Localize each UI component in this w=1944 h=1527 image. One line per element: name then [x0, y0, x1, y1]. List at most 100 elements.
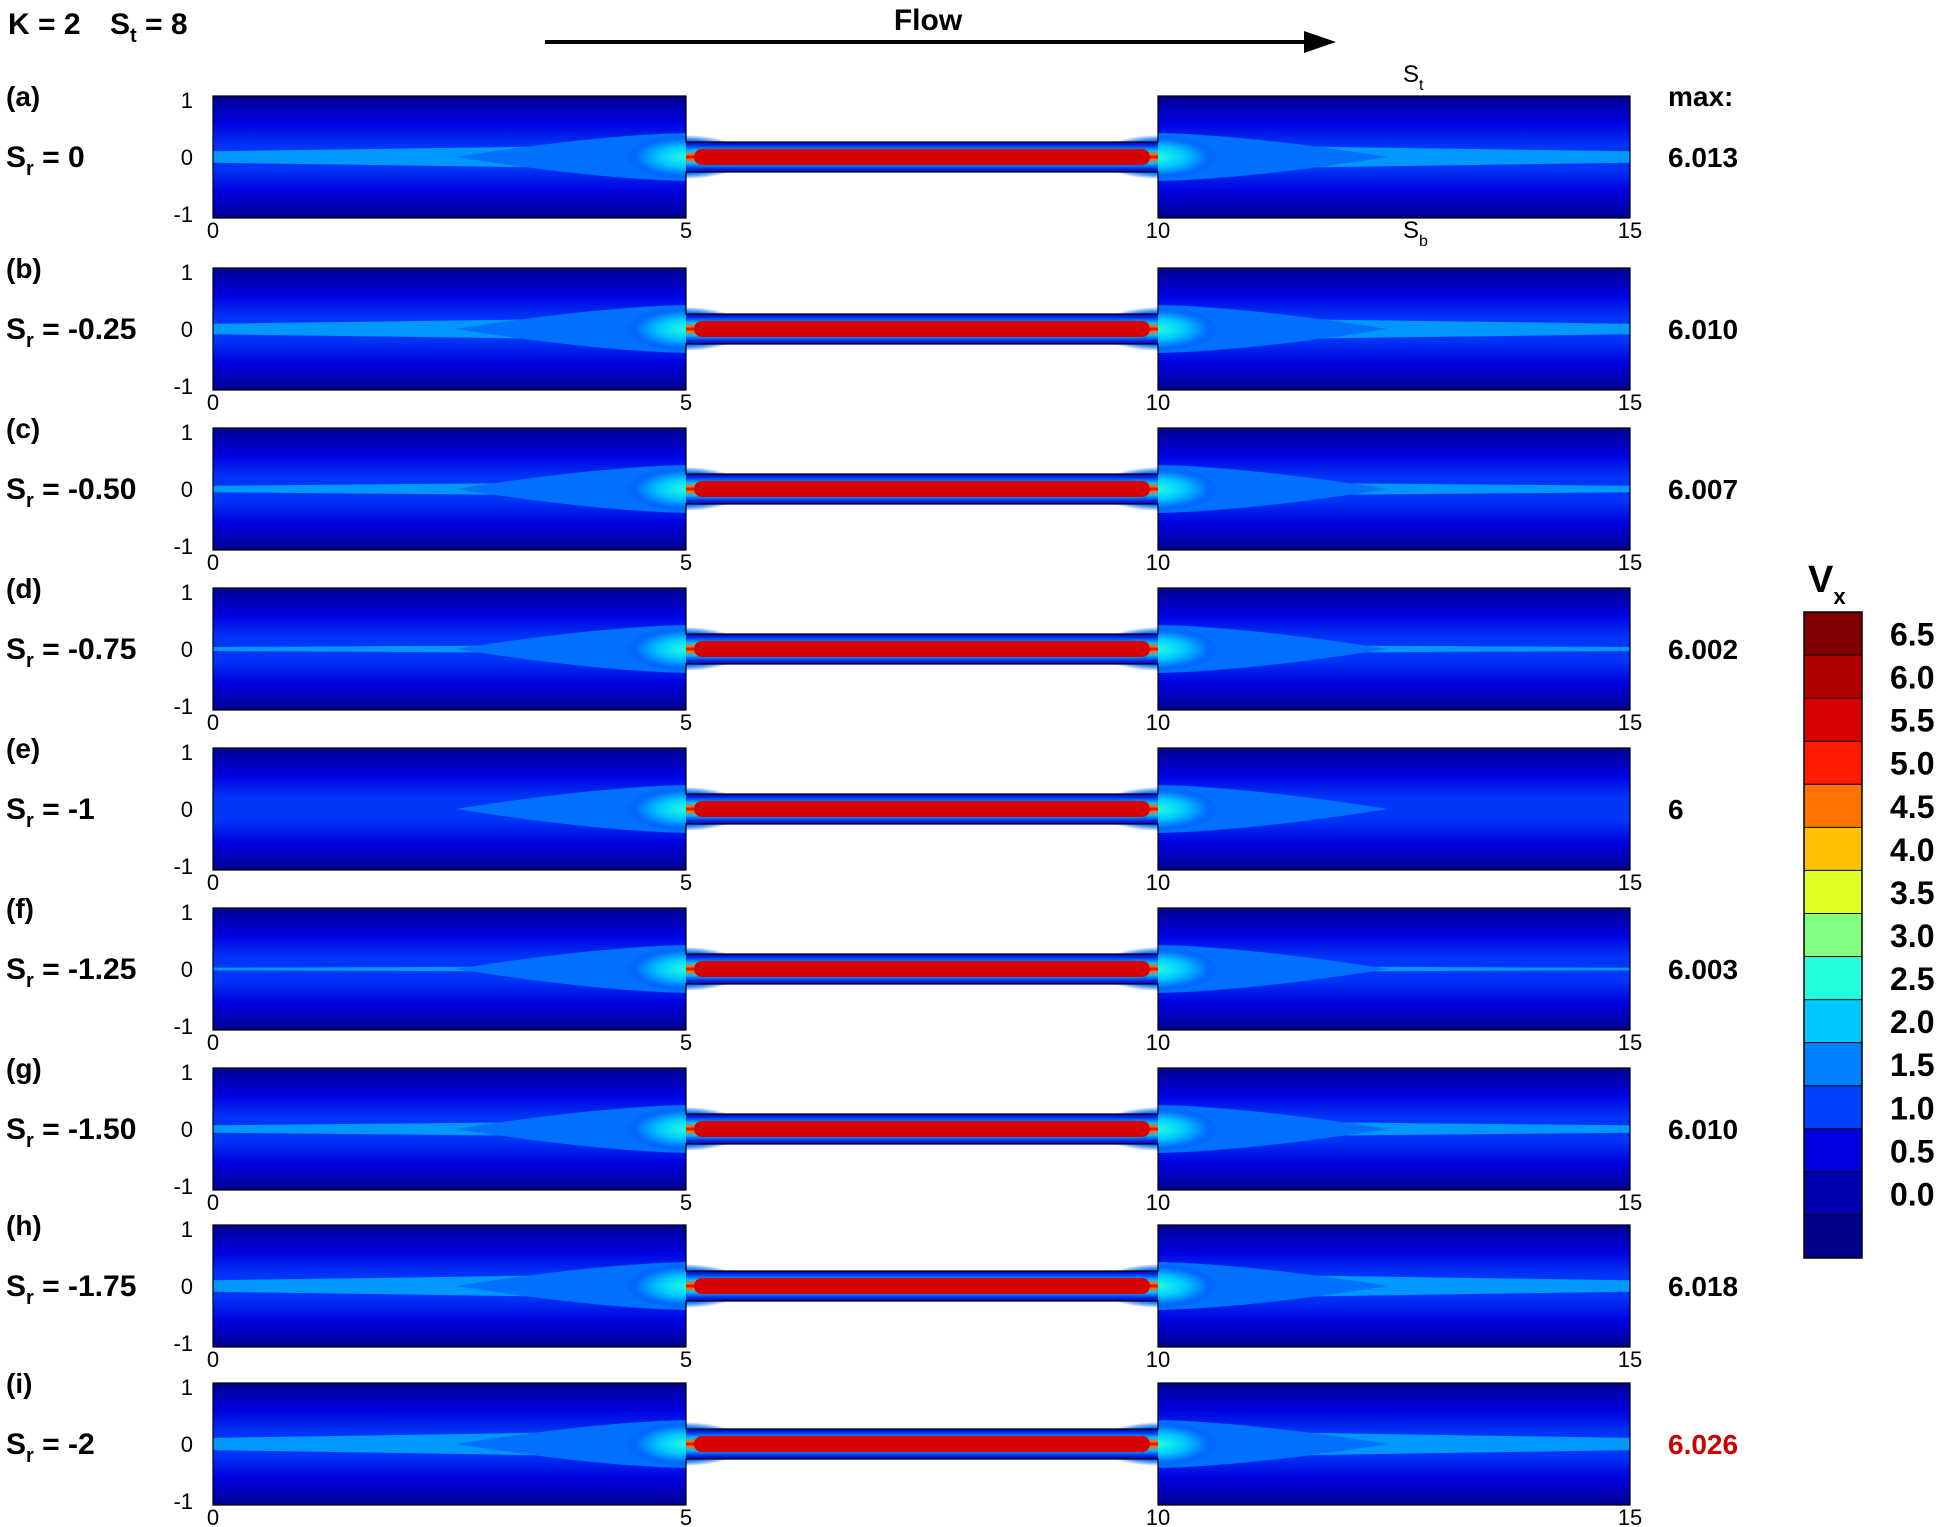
x-tick-label: 5	[680, 1030, 692, 1055]
y-tick-label: 1	[181, 420, 193, 445]
x-tick-label: 15	[1618, 1030, 1642, 1055]
inlet-plume	[456, 133, 686, 181]
y-tick-label: 1	[181, 580, 193, 605]
panel-c: 10-10 5 10 15(c)Sr = -0.50 6.007	[6, 413, 1738, 575]
figure-header: K = 2 St = 8 Flow St max: Sb	[8, 4, 1733, 250]
y-tick-label: 0	[181, 797, 193, 822]
y-tick-label: 0	[181, 637, 193, 662]
panel-letter: (g)	[6, 1053, 42, 1084]
x-tick-label: 5	[680, 1347, 692, 1372]
max-header: max:	[1668, 81, 1733, 112]
panel-a: 10-10 5 10 15(a)Sr = 0 6.013	[6, 81, 1738, 243]
x-tick-label: 10	[1146, 390, 1170, 415]
x-tick-label: 5	[680, 710, 692, 735]
x-tick-label: 5	[680, 550, 692, 575]
colorbar-swatch	[1804, 741, 1862, 785]
sr-label: Sr = 0	[6, 141, 85, 180]
outlet-plume	[1158, 1420, 1388, 1468]
sr-label: Sr = -2	[6, 1428, 95, 1467]
max-value: 6.002	[1668, 634, 1738, 665]
x-tick-label: 0	[207, 1030, 219, 1055]
colorbar-swatch	[1804, 698, 1862, 742]
y-tick-label: -1	[173, 1014, 193, 1039]
sr-label: Sr = -1.75	[6, 1270, 136, 1309]
panel-e: 10-10 5 10 15(e)Sr = -1 6	[6, 733, 1684, 895]
throat-core	[694, 1436, 1150, 1452]
y-tick-label: 1	[181, 900, 193, 925]
inlet-plume	[456, 1420, 686, 1468]
geometry-outline	[212, 95, 1631, 219]
x-tick-label: 0	[207, 1190, 219, 1215]
y-tick-label: 1	[181, 1375, 193, 1400]
inlet-plume	[456, 305, 686, 353]
colorbar-label: 6.5	[1890, 617, 1934, 653]
x-tick-label: 0	[207, 710, 219, 735]
x-tick-label: 5	[680, 218, 692, 243]
x-tick-label: 0	[207, 1347, 219, 1372]
x-tick-label: 10	[1146, 870, 1170, 895]
colorbar-label: 0.5	[1890, 1133, 1934, 1169]
panel-letter: (i)	[6, 1368, 32, 1399]
geometry-outline	[212, 1067, 1631, 1191]
x-tick-label: 5	[680, 870, 692, 895]
throat-core	[694, 1278, 1150, 1294]
colorbar-swatch	[1804, 827, 1862, 871]
x-tick-label: 5	[680, 390, 692, 415]
x-tick-label: 15	[1618, 550, 1642, 575]
x-tick-label: 0	[207, 550, 219, 575]
y-tick-label: 0	[181, 1117, 193, 1142]
geometry-outline	[212, 427, 1631, 551]
inlet-plume	[456, 1105, 686, 1153]
x-tick-label: 10	[1146, 550, 1170, 575]
y-tick-label: 0	[181, 1432, 193, 1457]
bottom-wall-label: Sb	[1403, 217, 1428, 250]
colorbar-label: 1.5	[1890, 1047, 1934, 1083]
throat-core	[694, 481, 1150, 497]
outlet-plume	[1158, 625, 1388, 673]
colorbar-swatch	[1804, 870, 1862, 914]
colorbar-label: 3.5	[1890, 875, 1934, 911]
x-tick-label: 10	[1146, 1347, 1170, 1372]
x-tick-label: 15	[1618, 1190, 1642, 1215]
colorbar-label: 2.5	[1890, 961, 1934, 997]
x-tick-label: 5	[680, 1190, 692, 1215]
y-tick-label: 0	[181, 145, 193, 170]
x-tick-label: 15	[1618, 390, 1642, 415]
st-value-label: St = 8	[110, 8, 188, 47]
x-tick-label: 10	[1146, 1190, 1170, 1215]
y-tick-label: -1	[173, 534, 193, 559]
inlet-plume	[456, 1262, 686, 1310]
flow-label: Flow	[894, 4, 963, 37]
colorbar-label: 1.0	[1890, 1090, 1934, 1126]
colorbar-label: 0.0	[1890, 1176, 1934, 1212]
inlet-plume	[456, 945, 686, 993]
x-tick-label: 15	[1618, 710, 1642, 735]
colorbar-frame	[1803, 611, 1863, 1259]
panel-letter: (d)	[6, 573, 42, 604]
max-value: 6.026	[1668, 1429, 1738, 1460]
panel-letter: (a)	[6, 81, 40, 112]
sr-label: Sr = -1.25	[6, 953, 136, 992]
inlet-plume	[456, 465, 686, 513]
colorbar-swatch	[1804, 612, 1862, 656]
x-tick-label: 10	[1146, 218, 1170, 243]
colorbar-swatch	[1804, 1085, 1862, 1130]
x-tick-label: 15	[1618, 1347, 1642, 1372]
y-tick-label: 1	[181, 1060, 193, 1085]
y-tick-label: 0	[181, 957, 193, 982]
x-tick-label: 15	[1618, 870, 1642, 895]
y-tick-label: 0	[181, 1274, 193, 1299]
x-tick-label: 0	[207, 390, 219, 415]
throat-core	[694, 1121, 1150, 1137]
x-tick-label: 10	[1146, 1505, 1170, 1527]
outlet-plume	[1158, 305, 1388, 353]
x-tick-label: 10	[1146, 710, 1170, 735]
geometry-outline	[212, 1382, 1631, 1506]
colorbar-label: 3.0	[1890, 918, 1934, 954]
geometry-outline	[212, 747, 1631, 871]
y-tick-label: 0	[181, 477, 193, 502]
sr-label: Sr = -0.75	[6, 633, 136, 672]
colorbar-label: 4.5	[1890, 789, 1934, 825]
panel-letter: (h)	[6, 1210, 42, 1241]
colorbar-swatch	[1804, 1214, 1862, 1259]
